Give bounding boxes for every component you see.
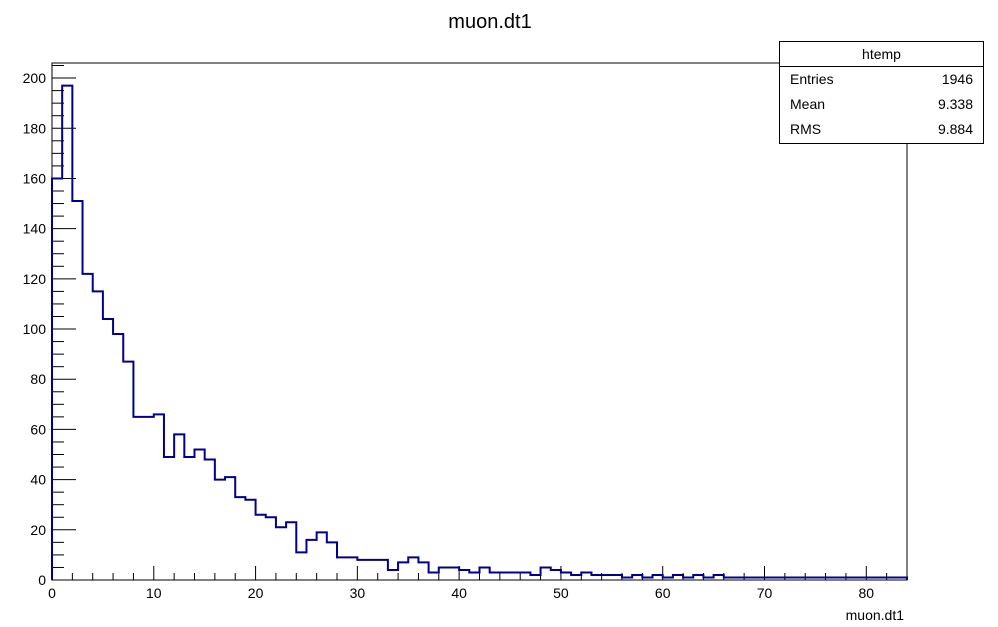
x-tick-label: 50 [553, 585, 569, 601]
x-tick-label: 40 [451, 585, 467, 601]
y-axis: 0 20 40 60 80 100 120 140 160 180 200 [23, 65, 76, 588]
x-tick-label: 60 [655, 585, 671, 601]
stats-value: 9.884 [937, 121, 973, 137]
y-tick-label: 120 [23, 271, 47, 287]
stats-row-entries: Entries 1946 [780, 67, 983, 92]
stats-row-mean: Mean 9.338 [780, 92, 983, 117]
y-tick-label: 100 [23, 321, 47, 337]
x-tick-label: 20 [248, 585, 264, 601]
stats-value: 1946 [941, 71, 973, 87]
stats-row-rms: RMS 9.884 [780, 117, 983, 142]
y-tick-label: 80 [30, 371, 46, 387]
x-tick-label: 80 [858, 585, 874, 601]
y-tick-label: 40 [30, 472, 46, 488]
x-tick-label: 0 [48, 585, 56, 601]
stats-box: htemp Entries 1946 Mean 9.338 RMS 9.884 [779, 41, 984, 144]
x-tick-label: 30 [350, 585, 366, 601]
y-tick-label: 180 [23, 120, 47, 136]
x-tick-label: 70 [757, 585, 773, 601]
chart-title: muon.dt1 [448, 11, 531, 33]
y-tick-label: 140 [23, 221, 47, 237]
x-axis: 0 10 20 30 40 50 60 70 80 [48, 566, 908, 601]
y-tick-label: 60 [30, 421, 46, 437]
y-tick-label: 200 [23, 70, 47, 86]
stats-label: RMS [790, 121, 822, 137]
y-tick-label: 0 [38, 572, 46, 588]
y-tick-label: 160 [23, 170, 47, 186]
stats-label: Entries [790, 71, 834, 87]
x-axis-label: muon.dt1 [846, 607, 905, 623]
x-tick-label: 10 [146, 585, 162, 601]
stats-box-title: htemp [780, 42, 983, 67]
stats-value: 9.338 [937, 96, 973, 112]
stats-label: Mean [790, 96, 826, 112]
y-tick-label: 20 [30, 522, 46, 538]
histogram-step-line [51, 84, 908, 580]
